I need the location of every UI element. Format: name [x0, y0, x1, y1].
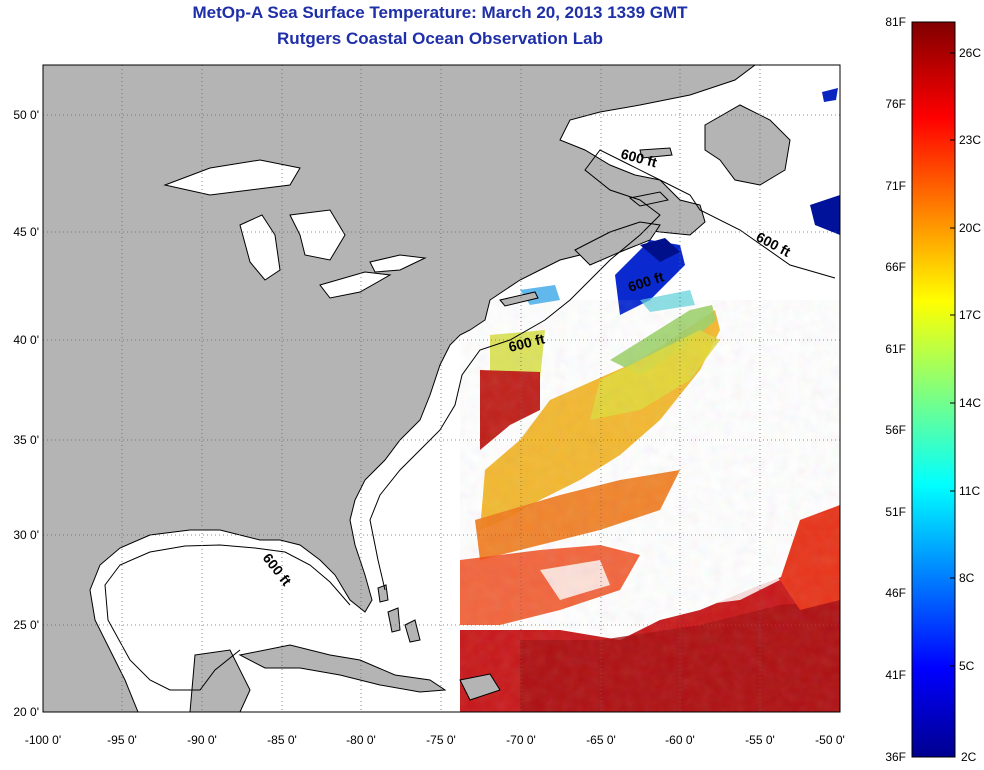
lon-axis: -100 0' -95 0' -90 0' -85 0' -80 0' -75 … [25, 733, 845, 747]
colorbar-c-label: 26C [959, 46, 981, 60]
colorbar-f-label: 46F [885, 586, 906, 600]
colorbar-c-label: 2C [961, 750, 977, 764]
lon-tick-label: -100 0' [25, 733, 61, 747]
lat-tick-label: 30 0' [13, 528, 39, 542]
lat-tick-label: 45 0' [13, 225, 39, 239]
lat-tick-label: 40 0' [13, 333, 39, 347]
map-title: MetOp-A Sea Surface Temperature: March 2… [192, 3, 688, 22]
graticule [43, 65, 840, 712]
great-lakes [163, 159, 427, 299]
lon-tick-label: -70 0' [506, 733, 536, 747]
map-subtitle: Rutgers Coastal Ocean Observation Lab [277, 29, 603, 48]
lat-axis: 50 0' 45 0' 40 0' 35 0' 30 0' 25 0' 20 0… [13, 108, 39, 719]
colorbar: 81F 76F 71F 66F 61F 56F 51F 46F 41F 36F … [885, 15, 981, 764]
lon-tick-label: -50 0' [815, 733, 845, 747]
lat-tick-label: 20 0' [13, 705, 39, 719]
land [43, 65, 791, 712]
colorbar-c-label: 11C [959, 484, 980, 498]
lon-tick-label: -95 0' [107, 733, 137, 747]
colorbar-c-label: 23C [959, 133, 981, 147]
lon-tick-label: -90 0' [187, 733, 217, 747]
lon-tick-label: -75 0' [426, 733, 456, 747]
colorbar-c-label: 17C [959, 308, 981, 322]
lat-tick-label: 50 0' [13, 108, 39, 122]
colorbar-c-label: 8C [959, 571, 975, 585]
colorbar-gradient [911, 21, 956, 758]
lat-tick-label: 35 0' [13, 433, 39, 447]
colorbar-c-label: 20C [959, 221, 981, 235]
lon-tick-label: -85 0' [267, 733, 297, 747]
colorbar-f-label: 61F [885, 342, 906, 356]
colorbar-f-label: 71F [885, 179, 906, 193]
colorbar-f-label: 56F [885, 423, 906, 437]
colorbar-c-label: 5C [959, 659, 975, 673]
lat-tick-label: 25 0' [13, 618, 39, 632]
lon-tick-label: -80 0' [346, 733, 376, 747]
sst-swath [460, 88, 840, 712]
lon-tick-label: -65 0' [586, 733, 616, 747]
colorbar-f-label: 41F [885, 668, 906, 682]
colorbar-c-label: 14C [959, 396, 981, 410]
colorbar-f-label: 81F [885, 15, 906, 29]
colorbar-f-label: 76F [885, 97, 906, 111]
lon-tick-label: -55 0' [745, 733, 775, 747]
colorbar-f-label: 36F [885, 750, 906, 764]
colorbar-f-label: 51F [885, 505, 906, 519]
colorbar-f-label: 66F [885, 260, 906, 274]
lon-tick-label: -60 0' [665, 733, 695, 747]
shelf-contour [104, 149, 836, 691]
